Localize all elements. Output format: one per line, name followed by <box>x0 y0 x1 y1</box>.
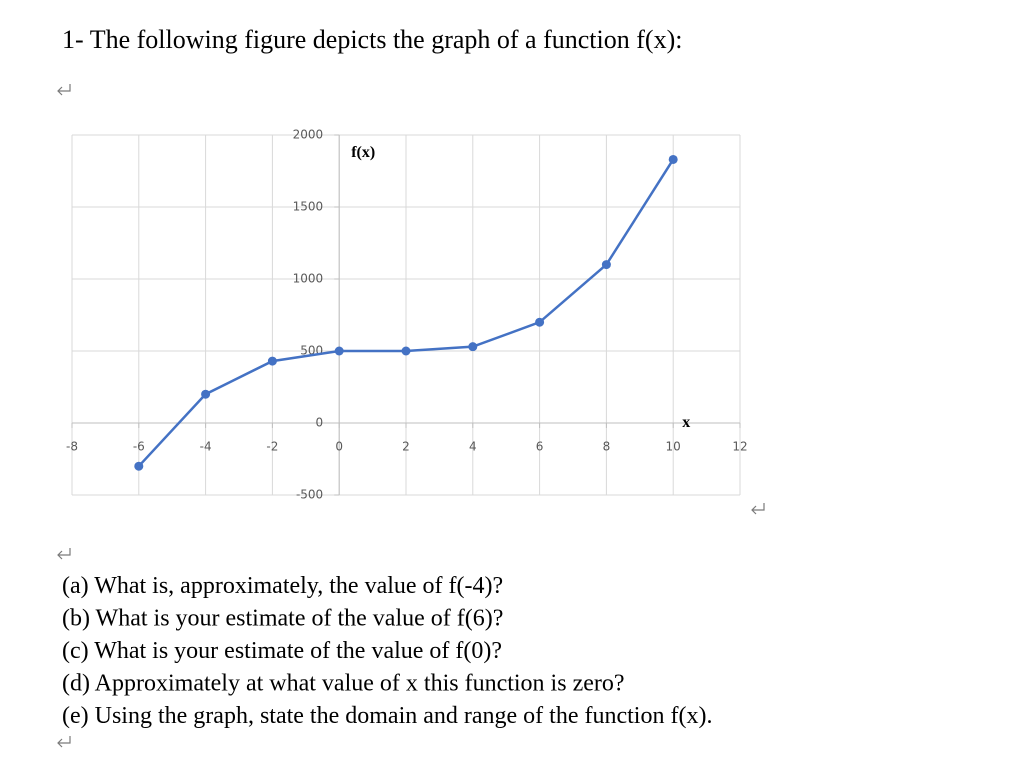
x-tick-label: 10 <box>666 440 681 454</box>
y-axis-label: f(x) <box>351 144 375 161</box>
point <box>267 356 277 366</box>
x-tick-label: 4 <box>469 440 477 454</box>
y-tick-label: 1000 <box>293 272 324 286</box>
point <box>334 346 344 356</box>
point <box>134 461 144 471</box>
point <box>535 317 545 327</box>
x-tick-label: -2 <box>266 440 278 454</box>
x-tick-label: -8 <box>66 440 78 454</box>
point <box>201 389 211 399</box>
x-tick-label: 8 <box>603 440 611 454</box>
y-tick-label: 0 <box>316 416 324 430</box>
question: (e) Using the graph, state the domain an… <box>62 703 712 729</box>
y-tick-label: 1500 <box>293 200 324 214</box>
x-tick-label: 6 <box>536 440 544 454</box>
y-tick-label: 2000 <box>293 128 324 142</box>
x-tick-label: 2 <box>402 440 410 454</box>
question: (a) What is, approximately, the value of… <box>62 573 503 599</box>
x-tick-label: -4 <box>200 440 212 454</box>
x-tick-label: 12 <box>732 440 747 454</box>
question: (b) What is your estimate of the value o… <box>62 606 503 632</box>
x-tick-label: -6 <box>133 440 145 454</box>
point <box>401 346 411 356</box>
x-axis-label: x <box>682 414 690 431</box>
heading: 1- The following figure depicts the grap… <box>62 25 682 54</box>
question: (c) What is your estimate of the value o… <box>62 638 502 664</box>
return-marks <box>57 84 765 748</box>
y-tick-label: -500 <box>296 488 323 502</box>
point <box>468 342 478 352</box>
point <box>601 260 611 270</box>
question: (d) Approximately at what value of x thi… <box>62 671 625 697</box>
x-tick-label: 0 <box>335 440 343 454</box>
point <box>668 154 678 164</box>
